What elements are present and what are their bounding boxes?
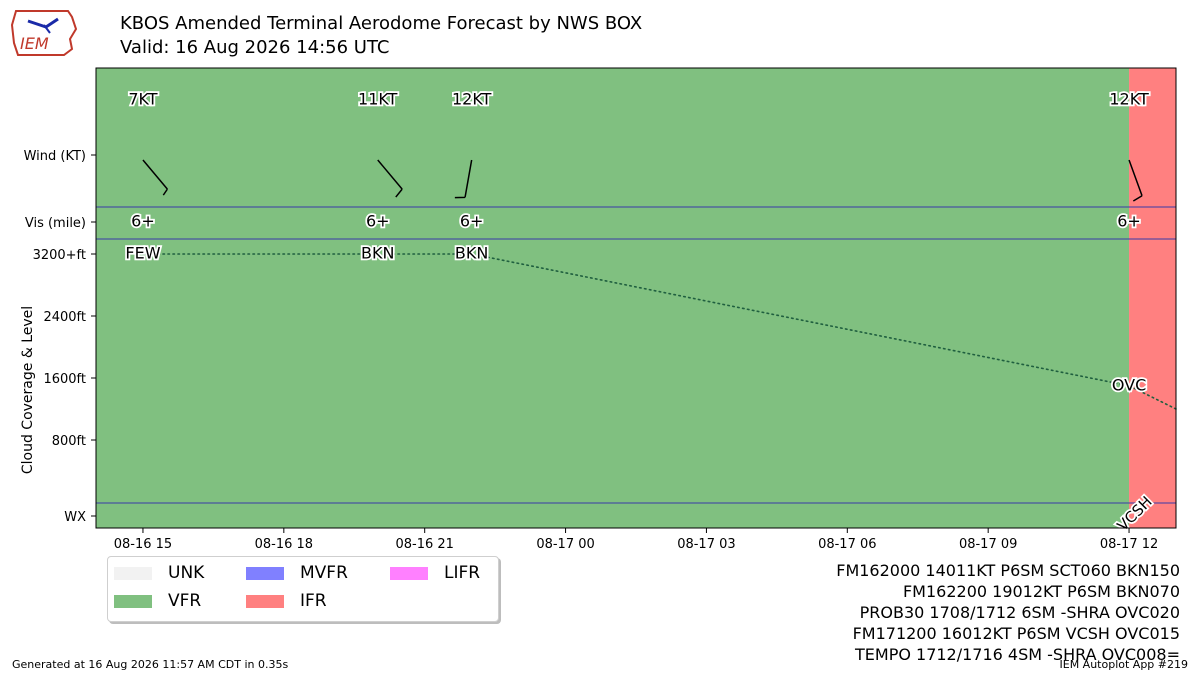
legend-swatch xyxy=(114,595,152,608)
taf-line: FM162000 14011KT P6SM SCT060 BKN150 xyxy=(836,561,1180,580)
x-tick-label: 08-16 18 xyxy=(255,537,313,552)
wind-barb xyxy=(1128,159,1143,202)
x-tick-label: 08-17 09 xyxy=(959,537,1017,552)
taf-line: FM171200 16012KT P6SM VCSH OVC015 xyxy=(852,624,1180,643)
wind-barb xyxy=(142,159,169,196)
vis-row-label: Vis (mile) xyxy=(25,216,86,231)
category-span-ifr xyxy=(1129,68,1176,528)
app-credit: IEM Autoplot App #219 xyxy=(1059,658,1189,671)
iowa-map-logo: IEM xyxy=(10,10,78,56)
wind-barb xyxy=(454,159,473,199)
x-tick-label: 08-17 03 xyxy=(677,537,735,552)
legend-swatch xyxy=(246,567,284,580)
legend-label: VFR xyxy=(168,591,202,611)
y-tick-label: 1600ft xyxy=(43,372,86,387)
legend-label: MVFR xyxy=(300,563,348,583)
legend-swatch xyxy=(390,567,428,580)
cloud-level-line xyxy=(142,253,1177,410)
visibility-label: 6+ xyxy=(131,212,155,231)
x-tick-label: 08-17 00 xyxy=(536,537,594,552)
logo-text: IEM xyxy=(20,34,49,53)
visibility-label: 6+ xyxy=(1117,212,1141,231)
cloud-line xyxy=(142,253,1177,410)
taf-line: TEMPO 1712/1716 4SM -SHRA OVC008= xyxy=(855,645,1180,664)
cloud-coverage-label: BKN xyxy=(455,244,488,263)
x-tick-label: 08-17 06 xyxy=(818,537,876,552)
taf-text: FM162000 14011KT P6SM SCT060 BKN150 FM16… xyxy=(836,560,1180,665)
wind-speed-label: 12KT xyxy=(452,90,492,109)
generated-note: Generated at 16 Aug 2026 11:57 AM CDT in… xyxy=(12,658,289,671)
wind-speed-label: 7KT xyxy=(128,90,157,109)
legend-label: UNK xyxy=(168,563,205,583)
wind-barb xyxy=(377,159,403,198)
x-tick-label: 08-16 21 xyxy=(395,537,453,552)
legend-label: LIFR xyxy=(444,563,481,583)
legend-label: IFR xyxy=(300,591,327,611)
category-span-vfr xyxy=(96,68,1130,528)
plot-frame xyxy=(95,67,1177,529)
chart-subtitle: Valid: 16 Aug 2026 14:56 UTC xyxy=(120,37,390,58)
visibility-label: 6+ xyxy=(366,212,390,231)
x-axis: 08-16 15 08-16 18 08-16 21 08-17 00 08-17 03… xyxy=(114,528,1158,552)
legend-swatch xyxy=(114,567,152,580)
y-tick-label: 2400ft xyxy=(43,310,86,325)
y-tick-label: 800ft xyxy=(52,434,86,449)
taf-line: FM162200 19012KT P6SM BKN070 xyxy=(902,582,1180,601)
wind-row-label: Wind (KT) xyxy=(24,149,86,164)
y-axis: Wind (KT) Vis (mile) 800ft 1600ft 2400ft 3200… xyxy=(24,149,96,525)
taf-line: PROB30 1708/1712 6SM -SHRA OVC020 xyxy=(859,603,1180,622)
iem-logo: IEM xyxy=(6,5,80,59)
wind-barbs xyxy=(142,159,1143,202)
chart-title: KBOS Amended Terminal Aerodome Forecast … xyxy=(120,13,643,34)
category-backgrounds xyxy=(96,68,1176,528)
wx-row-label: WX xyxy=(64,510,86,525)
y-tick-label: 3200+ft xyxy=(33,248,86,263)
legend: UNK VFR MVFR IFR LIFR xyxy=(107,556,499,622)
wind-speed-label: 11KT xyxy=(358,90,398,109)
x-tick-label: 08-17 12 xyxy=(1100,537,1158,552)
wind-speed-label: 12KT xyxy=(1109,90,1149,109)
cloud-coverage-label: OVC xyxy=(1112,375,1146,394)
row-separators xyxy=(96,206,1176,504)
x-tick-label: 08-16 15 xyxy=(114,537,172,552)
visibility-label: 6+ xyxy=(460,212,484,231)
y-axis-label: Cloud Coverage & Level xyxy=(20,306,36,474)
cloud-coverage-label: BKN xyxy=(361,244,394,263)
cloud-coverage-label: FEW xyxy=(125,244,160,263)
legend-swatch xyxy=(246,595,284,608)
